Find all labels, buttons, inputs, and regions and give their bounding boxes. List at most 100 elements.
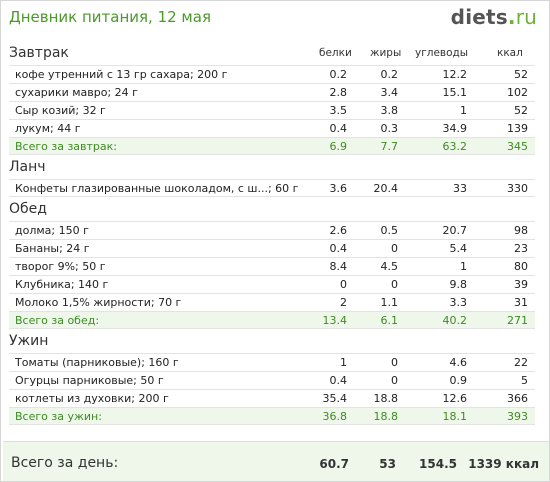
brand-logo[interactable]: diets.ru xyxy=(451,5,537,29)
brand-name: diets xyxy=(450,5,508,29)
food-fat: 3.8 xyxy=(380,104,399,117)
food-fat: 0 xyxy=(391,278,398,291)
food-carbs: 5.4 xyxy=(449,242,468,255)
food-row[interactable]: Сыр козий; 32 г 3.5 3.8 1 52 xyxy=(9,101,535,119)
food-carbs: 34.9 xyxy=(442,122,468,135)
food-kcal: 22 xyxy=(514,356,528,369)
food-name: лукум; 44 г xyxy=(15,122,81,135)
day-total-kcal: 1339 ккал xyxy=(468,457,539,471)
total-fat: 6.1 xyxy=(380,314,399,327)
column-header-carbs: углеводы xyxy=(415,47,469,59)
food-name: Томаты (парниковые); 160 г xyxy=(15,356,179,369)
food-kcal: 80 xyxy=(514,260,528,273)
column-header-fat: жиры xyxy=(370,47,402,59)
day-total-bar: Всего за день: 60.7 53 154.5 1339 ккал xyxy=(3,441,549,481)
food-carbs: 4.6 xyxy=(449,356,468,369)
food-protein: 2.6 xyxy=(329,224,348,237)
food-protein: 3.5 xyxy=(329,104,348,117)
food-kcal: 5 xyxy=(521,374,528,387)
food-row[interactable]: Молоко 1,5% жирности; 70 г 2 1.1 3.3 31 xyxy=(9,293,535,311)
food-name: сухарики мавро; 24 г xyxy=(15,86,138,99)
total-protein: 13.4 xyxy=(322,314,348,327)
total-fat: 7.7 xyxy=(380,140,399,153)
food-fat: 20.4 xyxy=(373,182,399,195)
food-kcal: 39 xyxy=(514,278,528,291)
food-name: Бананы; 24 г xyxy=(15,242,90,255)
food-name: котлеты из духовки; 200 г xyxy=(15,392,169,405)
food-row[interactable]: сухарики мавро; 24 г 2.8 3.4 15.1 102 xyxy=(9,83,535,101)
food-fat: 0 xyxy=(391,356,398,369)
food-carbs: 3.3 xyxy=(449,296,468,309)
meal-total-label: Всего за ужин: xyxy=(15,410,102,423)
food-row[interactable]: Конфеты глазированные шоколадом, с ш...;… xyxy=(9,179,535,197)
brand-dot: . xyxy=(507,5,516,29)
total-fat: 18.8 xyxy=(373,410,399,423)
column-header-kcal: ккал xyxy=(497,47,523,59)
food-kcal: 98 xyxy=(514,224,528,237)
food-carbs: 0.9 xyxy=(449,374,468,387)
page-title: Дневник питания, 12 мая xyxy=(9,8,211,26)
food-kcal: 139 xyxy=(507,122,528,135)
food-name: кофе утренний с 13 гр сахара; 200 г xyxy=(15,68,228,81)
food-kcal: 366 xyxy=(507,392,528,405)
food-carbs: 12.2 xyxy=(442,68,468,81)
food-carbs: 1 xyxy=(460,260,467,273)
day-total-protein: 60.7 xyxy=(319,457,349,471)
total-protein: 6.9 xyxy=(329,140,348,153)
food-protein: 8.4 xyxy=(329,260,348,273)
food-name: Молоко 1,5% жирности; 70 г xyxy=(15,296,182,309)
food-carbs: 20.7 xyxy=(442,224,468,237)
food-carbs: 1 xyxy=(460,104,467,117)
meal-total-row: Всего за завтрак: 6.9 7.7 63.2 345 xyxy=(9,137,535,155)
food-fat: 0 xyxy=(391,374,398,387)
food-kcal: 52 xyxy=(514,68,528,81)
food-fat: 18.8 xyxy=(373,392,399,405)
food-fat: 0 xyxy=(391,242,398,255)
food-row[interactable]: Томаты (парниковые); 160 г 1 0 4.6 22 xyxy=(9,353,535,371)
food-row[interactable]: котлеты из духовки; 200 г 35.4 18.8 12.6… xyxy=(9,389,535,407)
meal-total-row: Всего за обед: 13.4 6.1 40.2 271 xyxy=(9,311,535,329)
day-total-fat: 53 xyxy=(379,457,396,471)
food-carbs: 15.1 xyxy=(442,86,468,99)
total-kcal: 271 xyxy=(507,314,528,327)
food-name: Огурцы парниковые; 50 г xyxy=(15,374,164,387)
food-protein: 2 xyxy=(340,296,347,309)
food-name: Конфеты глазированные шоколадом, с ш...;… xyxy=(15,182,299,195)
brand-tld: ru xyxy=(515,5,537,29)
food-row[interactable]: Клубника; 140 г 0 0 9.8 39 xyxy=(9,275,535,293)
food-fat: 1.1 xyxy=(380,296,399,309)
food-protein: 0 xyxy=(340,278,347,291)
food-row[interactable]: творог 9%; 50 г 8.4 4.5 1 80 xyxy=(9,257,535,275)
food-kcal: 23 xyxy=(514,242,528,255)
food-protein: 0.4 xyxy=(329,374,348,387)
meal-total-row: Всего за ужин: 36.8 18.8 18.1 393 xyxy=(9,407,535,425)
total-kcal: 345 xyxy=(507,140,528,153)
column-header-protein: белки xyxy=(319,47,352,59)
food-name: Клубника; 140 г xyxy=(15,278,109,291)
food-protein: 0.2 xyxy=(329,68,348,81)
food-row[interactable]: долма; 150 г 2.6 0.5 20.7 98 xyxy=(9,221,535,239)
food-protein: 0.4 xyxy=(329,242,348,255)
food-fat: 0.2 xyxy=(380,68,399,81)
meal-total-label: Всего за обед: xyxy=(15,314,100,327)
food-carbs: 33 xyxy=(453,182,467,195)
food-kcal: 52 xyxy=(514,104,528,117)
food-protein: 0.4 xyxy=(329,122,348,135)
food-name: творог 9%; 50 г xyxy=(15,260,106,273)
food-name: долма; 150 г xyxy=(15,224,89,237)
header: Дневник питания, 12 мая diets.ru xyxy=(1,1,549,37)
total-carbs: 18.1 xyxy=(442,410,468,423)
food-row[interactable]: Огурцы парниковые; 50 г 0.4 0 0.9 5 xyxy=(9,371,535,389)
food-row[interactable]: кофе утренний с 13 гр сахара; 200 г 0.2 … xyxy=(9,65,535,83)
food-protein: 3.6 xyxy=(329,182,348,195)
total-kcal: 393 xyxy=(507,410,528,423)
food-fat: 4.5 xyxy=(380,260,399,273)
food-row[interactable]: лукум; 44 г 0.4 0.3 34.9 139 xyxy=(9,119,535,137)
food-kcal: 102 xyxy=(507,86,528,99)
food-row[interactable]: Бананы; 24 г 0.4 0 5.4 23 xyxy=(9,239,535,257)
food-protein: 35.4 xyxy=(322,392,348,405)
food-protein: 2.8 xyxy=(329,86,348,99)
total-carbs: 40.2 xyxy=(442,314,468,327)
meal-title-supper: Ужин xyxy=(9,333,49,349)
